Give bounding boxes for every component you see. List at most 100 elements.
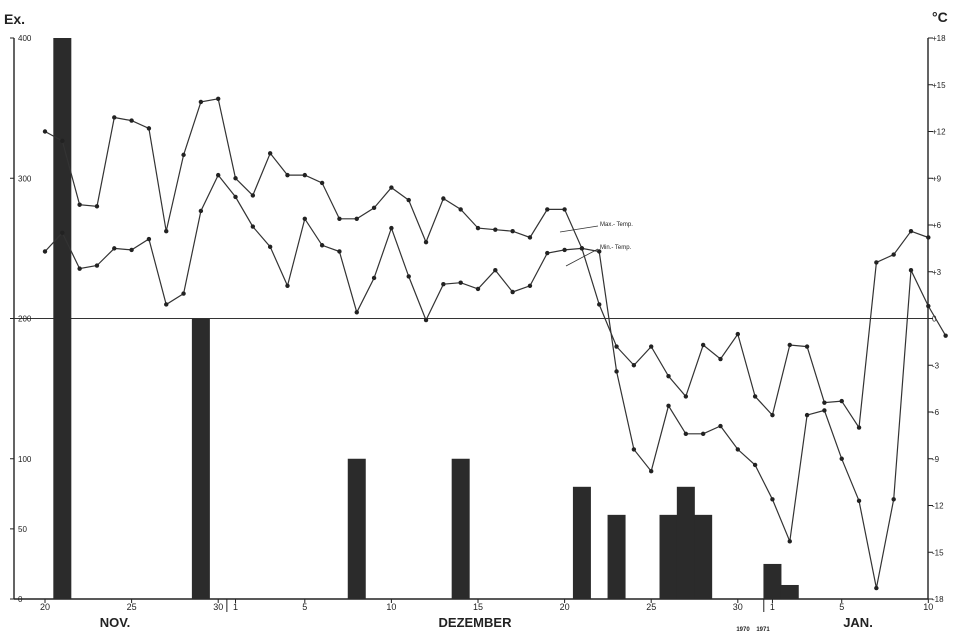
- count-bar: [659, 514, 678, 599]
- left-axis-title: Ex.: [4, 11, 25, 27]
- max-temp-point: [735, 331, 740, 337]
- min-temp-leader: [565, 248, 599, 267]
- max-temp-point: [458, 207, 463, 212]
- min-temp-point: [406, 274, 411, 279]
- min-temp-point: [458, 280, 463, 285]
- min-temp-point: [735, 447, 740, 452]
- max-temp-point: [112, 115, 117, 120]
- right-tick-label: +9: [932, 174, 942, 183]
- right-tick-label: +6: [932, 221, 942, 230]
- count-bar: [53, 38, 72, 599]
- right-tick-label: -3: [932, 361, 940, 370]
- max-temp-point: [42, 129, 48, 134]
- min-temp-point: [77, 266, 82, 271]
- x-tick-label: 5: [839, 602, 844, 612]
- max-temp-point: [406, 197, 411, 203]
- x-tick-label: 1: [770, 602, 775, 612]
- min-temp-point: [302, 216, 307, 221]
- max-temp-point: [666, 373, 671, 379]
- min-temp-point: [250, 224, 256, 229]
- right-tick-label: -18: [932, 595, 944, 604]
- count-bar: [451, 458, 470, 599]
- max-temp-point: [423, 239, 429, 245]
- month-label-nov: NOV.: [100, 615, 131, 630]
- max-temp-point: [787, 342, 792, 348]
- left-tick-label: 50: [18, 525, 27, 534]
- max-temp-point: [597, 302, 602, 307]
- axes: 0 50 100 200 300 400 +18 +15 +12 +9 +6 +3 0 -3 -6 -9 -12…: [10, 34, 946, 612]
- min-temp-point: [423, 317, 429, 323]
- max-temp-point: [926, 235, 931, 240]
- min-temp-point: [60, 230, 65, 235]
- count-bar: [191, 318, 210, 599]
- min-temp-point: [94, 263, 100, 268]
- max-temp-point: [337, 216, 342, 221]
- max-temp-point: [233, 176, 238, 181]
- count-bar: [780, 584, 799, 599]
- min-temp-point: [354, 310, 359, 315]
- max-temp-point: [649, 344, 654, 349]
- max-temp-point: [354, 216, 359, 221]
- x-tick-label: 25: [127, 602, 137, 612]
- max-temp-label: Max.- Temp.: [600, 222, 633, 228]
- x-tick-label: 10: [923, 602, 933, 612]
- min-temp-point: [441, 282, 446, 287]
- max-temp-point: [319, 180, 325, 186]
- min-temp-point: [718, 423, 723, 429]
- max-temp-point: [129, 118, 134, 123]
- min-temp-point: [337, 249, 342, 254]
- max-temp-point: [804, 344, 810, 349]
- max-temp-point: [614, 344, 619, 349]
- max-temp-point: [856, 425, 862, 430]
- max-temp-point: [302, 172, 307, 178]
- right-tick-label: +12: [932, 128, 946, 137]
- right-tick-label: -15: [932, 548, 944, 557]
- month-label-dez: DEZEMBER: [439, 615, 513, 630]
- count-bar: [694, 514, 713, 599]
- max-temp-point: [198, 99, 204, 105]
- min-temp-point: [146, 236, 152, 242]
- max-temp-point: [493, 227, 498, 232]
- max-temp-point: [441, 196, 446, 201]
- bars: [53, 38, 799, 599]
- min-temp-point: [267, 244, 273, 250]
- max-temp-point: [164, 229, 169, 234]
- right-tick-label: +18: [932, 34, 946, 43]
- max-temp-point: [527, 235, 533, 240]
- min-temp-point: [943, 333, 948, 338]
- min-temp-point: [752, 462, 758, 468]
- min-temp-point: [787, 539, 792, 544]
- count-bar: [763, 563, 782, 599]
- max-temp-point: [94, 204, 100, 209]
- max-temp-point: [181, 152, 186, 158]
- left-tick-label: 100: [18, 455, 32, 464]
- labels: Ex. °C Max.- Temp. Min.- Temp. NOV. DEZEMBER J…: [4, 9, 948, 632]
- left-tick-label: 0: [18, 595, 23, 604]
- max-temp-point: [700, 342, 706, 348]
- x-tick-label: 15: [473, 602, 483, 612]
- right-tick-label: -6: [932, 408, 940, 417]
- left-tick-label: 400: [18, 34, 32, 43]
- min-temp-point: [822, 408, 827, 413]
- min-temp-point: [371, 275, 377, 281]
- min-temp-point: [216, 172, 221, 178]
- min-temp-point: [233, 194, 238, 200]
- x-tick-label: 20: [40, 602, 50, 612]
- max-temp-point: [770, 412, 775, 418]
- left-tick-label: 200: [18, 315, 32, 324]
- max-temp-point: [285, 172, 290, 178]
- min-temp-point: [631, 447, 637, 452]
- count-bar: [347, 458, 366, 599]
- right-axis-title: °C: [932, 9, 948, 25]
- max-temp-point: [267, 151, 273, 156]
- min-temp-point: [770, 497, 775, 502]
- right-tick-label: +3: [932, 268, 942, 277]
- min-temp-point: [649, 469, 654, 474]
- max-temp-leader: [559, 225, 599, 233]
- x-tick-label: 20: [560, 602, 570, 612]
- max-temp-point: [77, 202, 82, 207]
- year-label-1971: 1971: [756, 627, 770, 632]
- max-temp-point: [250, 193, 256, 198]
- min-temp-point: [700, 431, 706, 437]
